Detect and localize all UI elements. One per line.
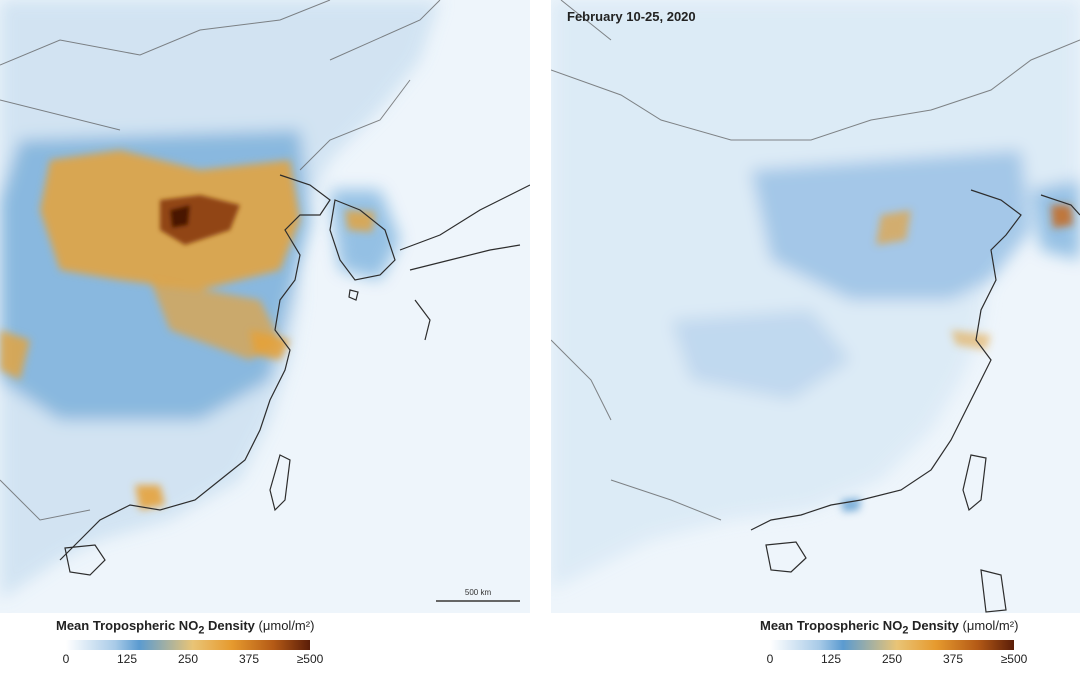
legend-tick: 250 (177, 651, 199, 666)
legend-tick: 0 (62, 651, 70, 666)
legend-tick: 125 (116, 651, 138, 666)
legend-ticks: 0 125 250 375 ≥500 (760, 652, 1030, 666)
scale-bar: 500 km (436, 588, 520, 602)
legend-tick: 375 (238, 651, 260, 666)
legend-units: (μmol/m²) (962, 618, 1019, 633)
no2-map-right (551, 0, 1080, 613)
scale-bar-line (436, 600, 520, 602)
date-label: February 10-25, 2020 (567, 9, 696, 24)
legend-tick: 250 (881, 651, 903, 666)
legend-left: Mean Tropospheric NO2 Density (μmol/m²) … (56, 618, 326, 666)
legend-title-suffix: Density (908, 618, 959, 633)
map-panel-left: 500 km (0, 0, 530, 613)
legend-tick: ≥500 (296, 651, 324, 666)
legend-tick: 0 (766, 651, 774, 666)
legend-title: Mean Tropospheric NO2 Density (μmol/m²) (760, 618, 1030, 637)
legend-title-prefix: Mean Tropospheric NO (760, 618, 903, 633)
legend-colorbar (770, 639, 1014, 650)
map-panel-right: February 10-25, 2020 (551, 0, 1080, 613)
legend-tick: 125 (820, 651, 842, 666)
legend-tick: 375 (942, 651, 964, 666)
legend-ticks: 0 125 250 375 ≥500 (56, 652, 326, 666)
legend-colorbar (66, 639, 310, 650)
legend-title-suffix: Density (204, 618, 255, 633)
legend-right: Mean Tropospheric NO2 Density (μmol/m²) … (760, 618, 1030, 666)
scale-bar-label: 500 km (464, 588, 492, 597)
legend-title-sub: 2 (198, 624, 205, 637)
legend-title-prefix: Mean Tropospheric NO (56, 618, 199, 633)
no2-map-left (0, 0, 530, 600)
legend-tick: ≥500 (1000, 651, 1028, 666)
legend-title: Mean Tropospheric NO2 Density (μmol/m²) (56, 618, 326, 637)
legend-title-sub: 2 (902, 624, 909, 637)
legend-units: (μmol/m²) (258, 618, 315, 633)
